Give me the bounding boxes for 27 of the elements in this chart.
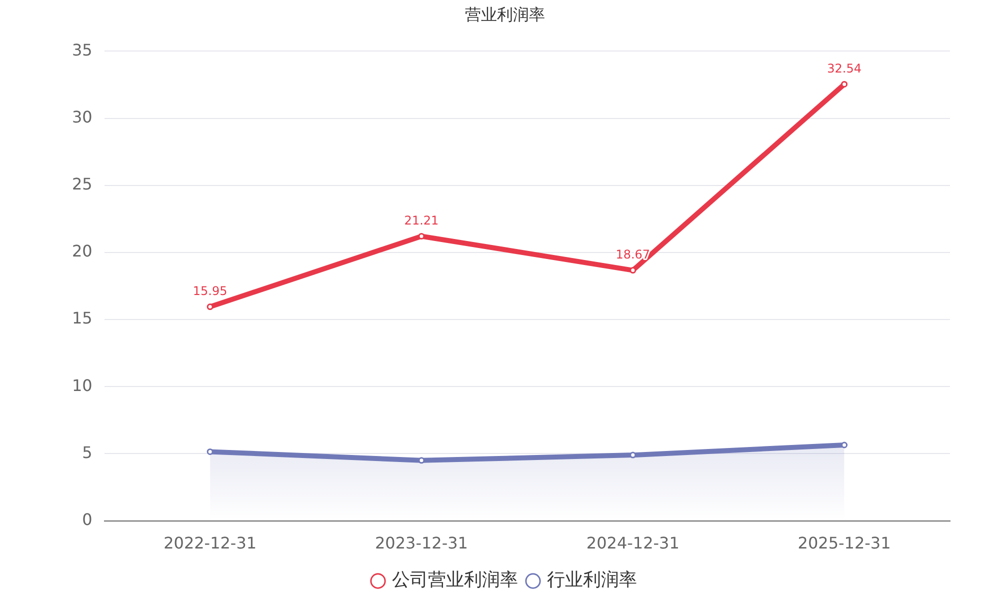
y-tick-label: 15 xyxy=(72,308,92,328)
y-tick-label: 25 xyxy=(72,174,92,194)
y-tick-label: 20 xyxy=(72,242,92,261)
x-tick-label: 2022-12-31 xyxy=(164,534,257,553)
x-tick-label: 2024-12-31 xyxy=(586,534,680,553)
point xyxy=(206,304,214,310)
point xyxy=(630,452,636,458)
chart-title: 营业利润率 xyxy=(465,4,545,24)
legend-label: 行业利润率 xyxy=(547,570,637,591)
y-tick-label: 5 xyxy=(82,442,92,462)
point xyxy=(630,267,636,274)
data-label: 21.21 xyxy=(404,213,439,228)
point xyxy=(418,232,425,240)
y-tick-label: 35 xyxy=(72,40,92,60)
data-label: 32.54 xyxy=(827,61,862,76)
y-tick-label: 10 xyxy=(72,376,92,395)
x-tick-label: 2023-12-31 xyxy=(374,534,468,553)
point xyxy=(418,457,425,464)
point xyxy=(841,80,848,88)
legend-label: 公司营业利润率 xyxy=(392,570,518,591)
point xyxy=(841,442,848,448)
y-tick-label: 0 xyxy=(82,510,92,529)
x-tick-label: 2025-12-31 xyxy=(798,534,891,553)
data-label: 18.67 xyxy=(616,247,650,262)
point xyxy=(206,448,214,455)
y-tick-label: 30 xyxy=(72,107,92,126)
data-label: 15.95 xyxy=(192,284,228,298)
